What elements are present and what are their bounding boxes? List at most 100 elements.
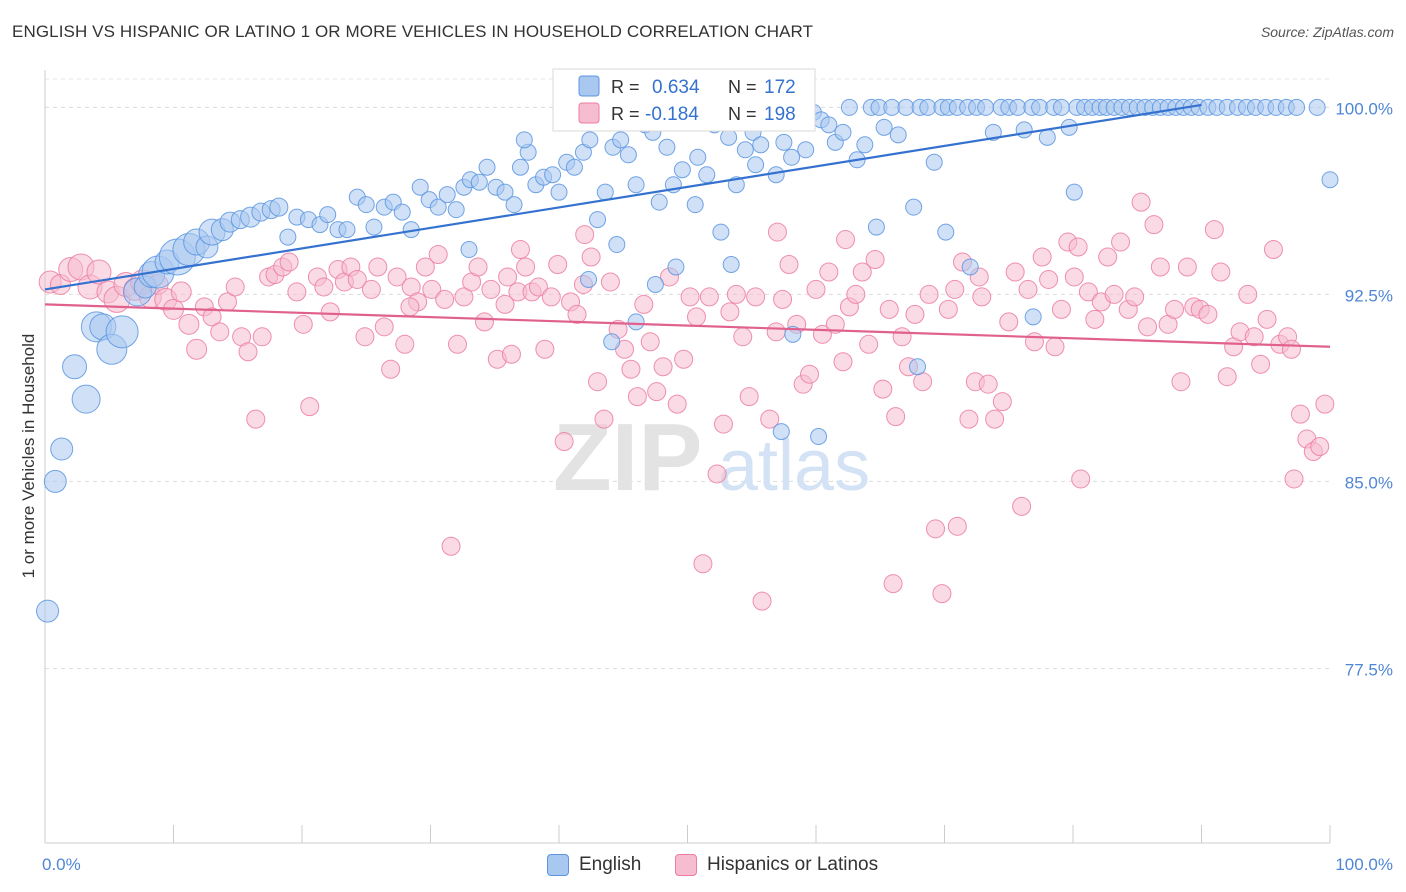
legend-english-n-value: 172 xyxy=(764,77,796,98)
hispanic-point xyxy=(1244,327,1264,347)
hispanic-point xyxy=(1198,304,1218,324)
hispanic-point xyxy=(647,382,667,402)
hispanic-point xyxy=(667,394,687,414)
hispanic-point xyxy=(428,245,448,265)
hispanic-point xyxy=(879,299,899,319)
english-point xyxy=(365,218,383,236)
hispanic-point xyxy=(621,359,641,379)
hispanic-point xyxy=(1217,367,1237,387)
hispanic-point xyxy=(1138,317,1158,337)
hispanic-point xyxy=(1024,332,1044,352)
hispanic-point xyxy=(581,247,601,267)
hispanic-point xyxy=(1144,215,1164,235)
hispanic-point xyxy=(905,304,925,324)
hispanic-point xyxy=(1281,339,1301,359)
series-hispanic-points xyxy=(38,192,1335,611)
legend-english-r-label: R = xyxy=(611,77,640,97)
english-point xyxy=(840,98,858,116)
legend-item-english: English xyxy=(547,850,641,880)
hispanic-point xyxy=(210,322,230,342)
legend-swatch-english xyxy=(578,75,600,97)
hispanic-point xyxy=(1051,299,1071,319)
hispanic-point xyxy=(1263,240,1283,260)
hispanic-point xyxy=(1064,267,1084,287)
hispanic-point xyxy=(833,352,853,372)
hispanic-point xyxy=(225,277,245,297)
english-point xyxy=(393,203,411,221)
english-point xyxy=(775,133,793,151)
hispanic-point xyxy=(926,519,946,539)
english-point xyxy=(603,333,621,351)
english-point xyxy=(105,315,139,349)
hispanic-point xyxy=(287,282,307,302)
legend-hispanic-n-value: 198 xyxy=(764,104,796,125)
hispanic-point xyxy=(947,516,967,536)
english-point xyxy=(810,428,828,446)
hispanic-point xyxy=(435,289,455,309)
hispanic-point xyxy=(1039,269,1059,289)
hispanic-point xyxy=(300,397,320,417)
hispanic-point xyxy=(575,225,595,245)
hispanic-point xyxy=(528,277,548,297)
english-point xyxy=(867,218,885,236)
bottom-legend: English Hispanics or Latinos xyxy=(0,850,1406,880)
hispanic-point xyxy=(634,294,654,314)
english-point xyxy=(689,148,707,166)
english-point xyxy=(470,173,488,191)
hispanic-point xyxy=(938,299,958,319)
hispanic-point xyxy=(892,327,912,347)
english-point xyxy=(1321,171,1339,189)
english-point xyxy=(1015,121,1033,139)
hispanic-point xyxy=(752,591,772,611)
hispanic-point xyxy=(1018,279,1038,299)
hispanic-point xyxy=(1104,284,1124,304)
hispanic-point xyxy=(314,277,334,297)
english-point xyxy=(338,221,356,239)
english-point xyxy=(712,223,730,241)
hispanic-point xyxy=(178,313,200,335)
hispanic-point xyxy=(726,284,746,304)
english-point xyxy=(478,158,496,176)
hispanic-point xyxy=(347,269,367,289)
hispanic-point xyxy=(368,257,388,277)
axes xyxy=(44,70,1331,844)
english-point xyxy=(581,131,599,149)
english-point xyxy=(411,178,429,196)
hispanic-point xyxy=(441,536,461,556)
english-point xyxy=(1052,98,1070,116)
hispanic-point xyxy=(1171,372,1191,392)
hispanic-point xyxy=(720,302,740,322)
legend-english-n-label: N = xyxy=(728,77,757,97)
hispanic-point xyxy=(825,314,845,334)
english-point xyxy=(720,128,738,146)
hispanic-point xyxy=(1071,469,1091,489)
x-tick-label-end: 100.0% xyxy=(1335,855,1393,874)
english-point xyxy=(619,146,637,164)
english-point xyxy=(589,211,607,229)
hispanic-point xyxy=(640,332,660,352)
hispanic-point xyxy=(886,407,906,427)
english-point xyxy=(889,126,907,144)
hispanic-point xyxy=(959,409,979,429)
english-point xyxy=(505,196,523,214)
hispanic-point xyxy=(859,334,879,354)
english-point xyxy=(357,196,375,214)
english-point xyxy=(438,186,456,204)
english-point xyxy=(883,98,901,116)
hispanic-point xyxy=(746,287,766,307)
hispanic-point xyxy=(1150,257,1170,277)
english-point xyxy=(71,384,101,414)
english-point xyxy=(673,161,691,179)
hispanic-point xyxy=(355,327,375,347)
chart-title: ENGLISH VS HISPANIC OR LATINO 1 OR MORE … xyxy=(12,22,814,41)
hispanic-point xyxy=(1111,232,1131,252)
hispanic-point xyxy=(1310,437,1330,457)
hispanic-point xyxy=(1177,257,1197,277)
english-point xyxy=(429,198,447,216)
hispanic-point xyxy=(766,322,786,342)
english-point xyxy=(580,270,598,288)
english-point xyxy=(627,313,645,331)
hispanic-point xyxy=(501,344,521,364)
hispanic-point xyxy=(913,372,933,392)
y-tick-label: 92.5% xyxy=(1345,286,1393,305)
